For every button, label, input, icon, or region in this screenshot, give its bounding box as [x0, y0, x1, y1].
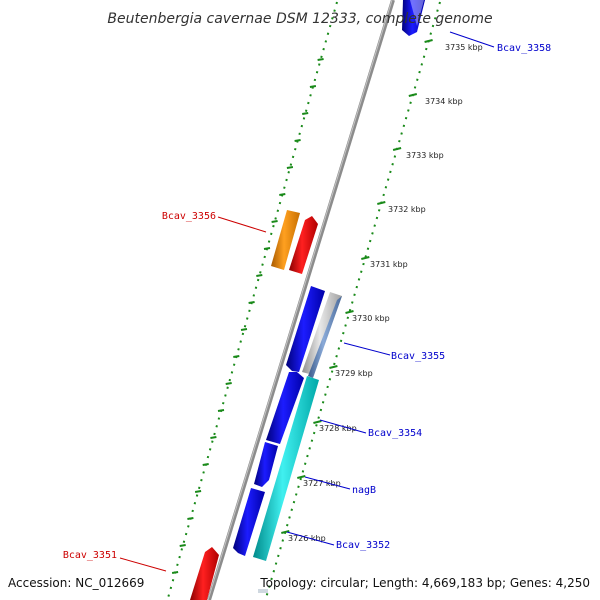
gene-label-bcav-3351[interactable]: Bcav_3351 [63, 550, 117, 561]
gene-cyan-bcav-3354[interactable] [253, 376, 319, 561]
genome-summary-text: Topology: circular; Length: 4,669,183 bp… [259, 576, 590, 590]
leader-bcav-3358 [449, 31, 495, 48]
major-tick [329, 365, 338, 369]
genome-backbone-highlight [207, 0, 393, 600]
tick-label: 3735 kbp [445, 43, 483, 52]
gene-arrow-nagb[interactable] [254, 442, 278, 487]
genome-backbone [207, 0, 395, 600]
leader-bcav-3354 [319, 419, 367, 434]
major-tick [281, 530, 290, 534]
major-tick [408, 93, 418, 97]
leader-bcav-3351 [119, 557, 167, 572]
map-title: Beutenbergia cavernae DSM 12333, complet… [107, 11, 492, 27]
minor-tick [286, 166, 294, 169]
minor-tick [171, 571, 179, 574]
minor-tick [279, 193, 286, 196]
tick-label: 3728 kbp [319, 424, 357, 433]
minor-tick [187, 517, 194, 520]
major-tick [361, 256, 370, 260]
gene-label-bcav-3355[interactable]: Bcav_3355 [391, 351, 445, 362]
tick-marks: 3735 kbp 3734 kbp 3733 kbp 3732 kbp 3731 kbp… [171, 39, 483, 574]
gene-label-nagb[interactable]: nagB [352, 485, 376, 496]
minor-tick [217, 409, 225, 412]
gene-features [190, 0, 425, 600]
leader-bcav-3356 [217, 216, 267, 233]
tick-label: 3729 kbp [335, 369, 373, 378]
minor-tick [263, 247, 271, 250]
gene-faint-feature [258, 589, 268, 593]
minor-tick [210, 436, 217, 439]
major-tick [392, 147, 402, 151]
minor-tick [256, 274, 263, 277]
tick-label: 3730 kbp [352, 314, 390, 323]
minor-tick [194, 490, 202, 493]
minor-tick [294, 139, 301, 142]
gene-label-bcav-3354[interactable]: Bcav_3354 [368, 428, 422, 439]
major-tick [297, 475, 306, 479]
gene-label-bcav-3358[interactable]: Bcav_3358 [497, 43, 551, 54]
minor-tick [271, 220, 278, 223]
gene-orange-bcav-3356[interactable] [271, 210, 300, 270]
minor-tick [317, 58, 324, 61]
tick-label: 3726 kbp [288, 534, 326, 543]
tick-label: 3727 kbp [303, 479, 341, 488]
minor-tick [309, 85, 317, 88]
minor-tick [179, 544, 186, 547]
gene-arrow-bcav-3355[interactable] [286, 286, 325, 372]
label-leaders [119, 31, 495, 572]
tick-label: 3732 kbp [388, 205, 426, 214]
leader-bcav-3352 [286, 531, 335, 546]
minor-tick [248, 301, 255, 304]
gene-label-bcav-3352[interactable]: Bcav_3352 [336, 540, 390, 551]
major-tick [377, 201, 386, 205]
accession-text: Accession: NC_012669 [8, 576, 144, 590]
major-tick [424, 39, 433, 43]
gene-arrow-bcav-3351[interactable] [190, 547, 219, 600]
minor-tick [302, 112, 309, 115]
gene-arrow-bcav-3354[interactable] [266, 372, 304, 444]
major-tick [345, 310, 354, 314]
tick-label: 3731 kbp [370, 260, 408, 269]
gene-steel-feature[interactable] [308, 296, 342, 378]
tick-ring [265, 1, 441, 599]
tick-label: 3734 kbp [425, 97, 463, 106]
gene-arrow-bcav-3352[interactable] [233, 488, 265, 556]
minor-tick [225, 382, 232, 385]
minor-tick [202, 463, 209, 466]
major-tick [313, 420, 322, 424]
tick-label: 3733 kbp [406, 151, 444, 160]
minor-tick [233, 355, 240, 358]
gene-arrow-bcav-3356[interactable] [289, 216, 318, 274]
leader-bcav-3355 [343, 342, 391, 356]
gene-arrow-bcav-3358-cap [410, 0, 424, 26]
gene-grey-feature[interactable] [302, 292, 342, 375]
minor-tick [240, 328, 248, 331]
gene-label-bcav-3356[interactable]: Bcav_3356 [162, 211, 216, 222]
leader-nagb [304, 476, 351, 490]
